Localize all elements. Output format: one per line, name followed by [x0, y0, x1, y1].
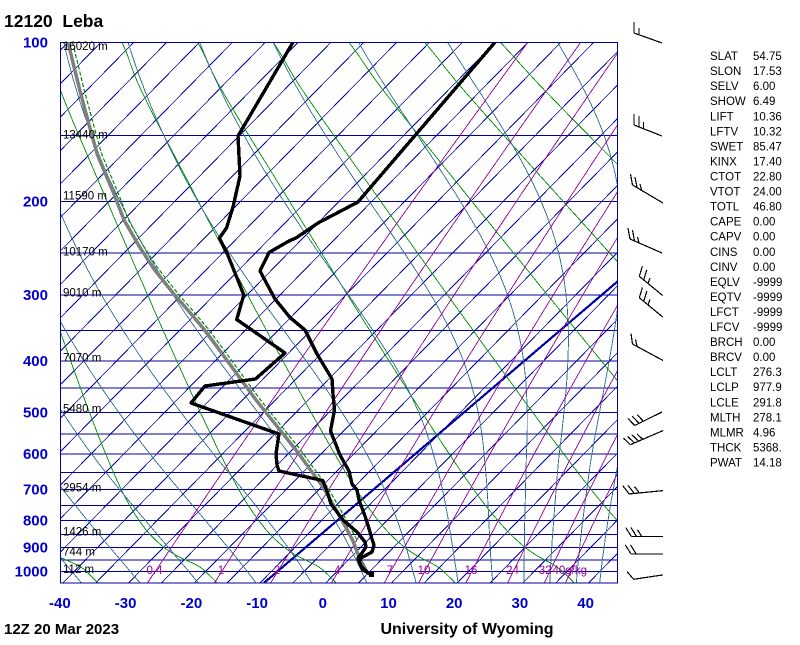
svg-text:SHOW: SHOW	[710, 96, 746, 108]
svg-text:EQTV: EQTV	[710, 292, 742, 304]
svg-text:LCLP: LCLP	[710, 382, 739, 394]
svg-text:BRCV: BRCV	[710, 352, 742, 364]
svg-text:12Z 20 Mar 2023: 12Z 20 Mar 2023	[4, 621, 119, 638]
svg-text:278.1: 278.1	[753, 412, 782, 424]
svg-text:10: 10	[380, 595, 397, 612]
svg-text:KINX: KINX	[710, 157, 737, 169]
svg-text:CINS: CINS	[710, 247, 738, 259]
svg-text:46.80: 46.80	[753, 202, 782, 214]
svg-text:LCLE: LCLE	[710, 397, 739, 409]
svg-text:10: 10	[418, 565, 431, 577]
svg-text:20: 20	[446, 595, 463, 612]
svg-text:-10: -10	[246, 595, 268, 612]
svg-text:22.80: 22.80	[753, 172, 782, 184]
svg-text:17.40: 17.40	[753, 157, 782, 169]
svg-text:24.00: 24.00	[753, 187, 782, 199]
svg-text:-40: -40	[49, 595, 71, 612]
svg-text:-9999: -9999	[753, 307, 782, 319]
svg-text:CAPE: CAPE	[710, 217, 742, 229]
svg-text:9010 m: 9010 m	[63, 288, 101, 300]
svg-text:291.8: 291.8	[753, 397, 782, 409]
svg-text:0.00: 0.00	[753, 262, 775, 274]
svg-text:LFTV: LFTV	[710, 126, 738, 138]
svg-text:MLTH: MLTH	[710, 412, 740, 424]
svg-text:4: 4	[334, 565, 341, 577]
svg-text:500: 500	[23, 404, 48, 421]
svg-text:2: 2	[274, 565, 280, 577]
svg-text:10170 m: 10170 m	[63, 247, 108, 259]
svg-text:0.00: 0.00	[753, 247, 775, 259]
svg-text:54.75: 54.75	[753, 51, 782, 63]
svg-text:12120 Leba: 12120 Leba	[4, 11, 103, 31]
svg-text:32: 32	[539, 565, 552, 577]
svg-text:CINV: CINV	[710, 262, 738, 274]
svg-text:85.47: 85.47	[753, 141, 782, 153]
svg-text:112 m: 112 m	[63, 564, 94, 576]
svg-text:LFCV: LFCV	[710, 322, 740, 334]
svg-text:7070 m: 7070 m	[63, 353, 101, 365]
svg-text:BRCH: BRCH	[710, 337, 743, 349]
svg-text:400: 400	[23, 353, 48, 370]
svg-text:2954 m: 2954 m	[63, 483, 101, 495]
svg-text:1426 m: 1426 m	[63, 527, 101, 539]
svg-text:University of Wyoming: University of Wyoming	[380, 621, 553, 638]
svg-text:-20: -20	[181, 595, 203, 612]
svg-text:744 m: 744 m	[63, 547, 95, 559]
svg-text:600: 600	[23, 446, 48, 463]
svg-text:30: 30	[512, 595, 529, 612]
svg-text:CTOT: CTOT	[710, 172, 741, 184]
svg-text:SLAT: SLAT	[710, 51, 738, 63]
svg-text:5368.: 5368.	[753, 442, 782, 454]
svg-text:0.00: 0.00	[753, 337, 775, 349]
svg-text:-9999: -9999	[753, 322, 782, 334]
svg-text:6.00: 6.00	[753, 81, 775, 93]
svg-text:CAPV: CAPV	[710, 232, 742, 244]
svg-text:6.49: 6.49	[753, 96, 775, 108]
svg-text:LFCT: LFCT	[710, 307, 739, 319]
svg-text:24: 24	[506, 565, 519, 577]
svg-text:LIFT: LIFT	[710, 111, 734, 123]
svg-text:10.32: 10.32	[753, 126, 782, 138]
svg-text:977.9: 977.9	[753, 382, 782, 394]
svg-text:700: 700	[23, 482, 48, 499]
svg-text:EQLV: EQLV	[710, 277, 740, 289]
svg-text:10.36: 10.36	[753, 111, 782, 123]
svg-text:4.96: 4.96	[753, 427, 775, 439]
svg-text:1000: 1000	[15, 564, 48, 581]
svg-text:900: 900	[23, 540, 48, 557]
svg-text:THCK: THCK	[710, 442, 742, 454]
svg-text:40g/kg: 40g/kg	[553, 565, 588, 577]
svg-text:800: 800	[23, 512, 48, 529]
svg-text:11590 m: 11590 m	[63, 191, 107, 203]
svg-text:100: 100	[23, 34, 48, 51]
svg-text:-9999: -9999	[753, 277, 782, 289]
svg-text:0: 0	[319, 595, 327, 612]
svg-text:SWET: SWET	[710, 141, 743, 153]
svg-text:13440 m: 13440 m	[63, 129, 108, 141]
svg-text:40: 40	[577, 595, 594, 612]
svg-text:-30: -30	[115, 595, 137, 612]
svg-text:14.18: 14.18	[753, 458, 782, 470]
svg-text:0.00: 0.00	[753, 217, 775, 229]
svg-text:16020 m: 16020 m	[63, 41, 108, 53]
svg-text:MLMR: MLMR	[710, 427, 744, 439]
svg-text:TOTL: TOTL	[710, 202, 740, 214]
svg-text:SLON: SLON	[710, 66, 741, 78]
svg-text:SELV: SELV	[710, 81, 739, 93]
svg-text:16: 16	[465, 565, 478, 577]
svg-text:0.00: 0.00	[753, 352, 775, 364]
svg-text:200: 200	[23, 194, 48, 211]
svg-text:LCLT: LCLT	[710, 367, 737, 379]
svg-text:5480 m: 5480 m	[63, 404, 101, 416]
svg-text:276.3: 276.3	[753, 367, 782, 379]
svg-text:-9999: -9999	[753, 292, 782, 304]
svg-text:7: 7	[387, 565, 393, 577]
svg-text:300: 300	[23, 287, 48, 304]
svg-text:1: 1	[218, 565, 224, 577]
svg-text:0.4: 0.4	[147, 565, 164, 577]
svg-text:VTOT: VTOT	[710, 187, 740, 199]
svg-text:PWAT: PWAT	[710, 458, 742, 470]
svg-text:0.00: 0.00	[753, 232, 775, 244]
svg-text:17.53: 17.53	[753, 66, 782, 78]
